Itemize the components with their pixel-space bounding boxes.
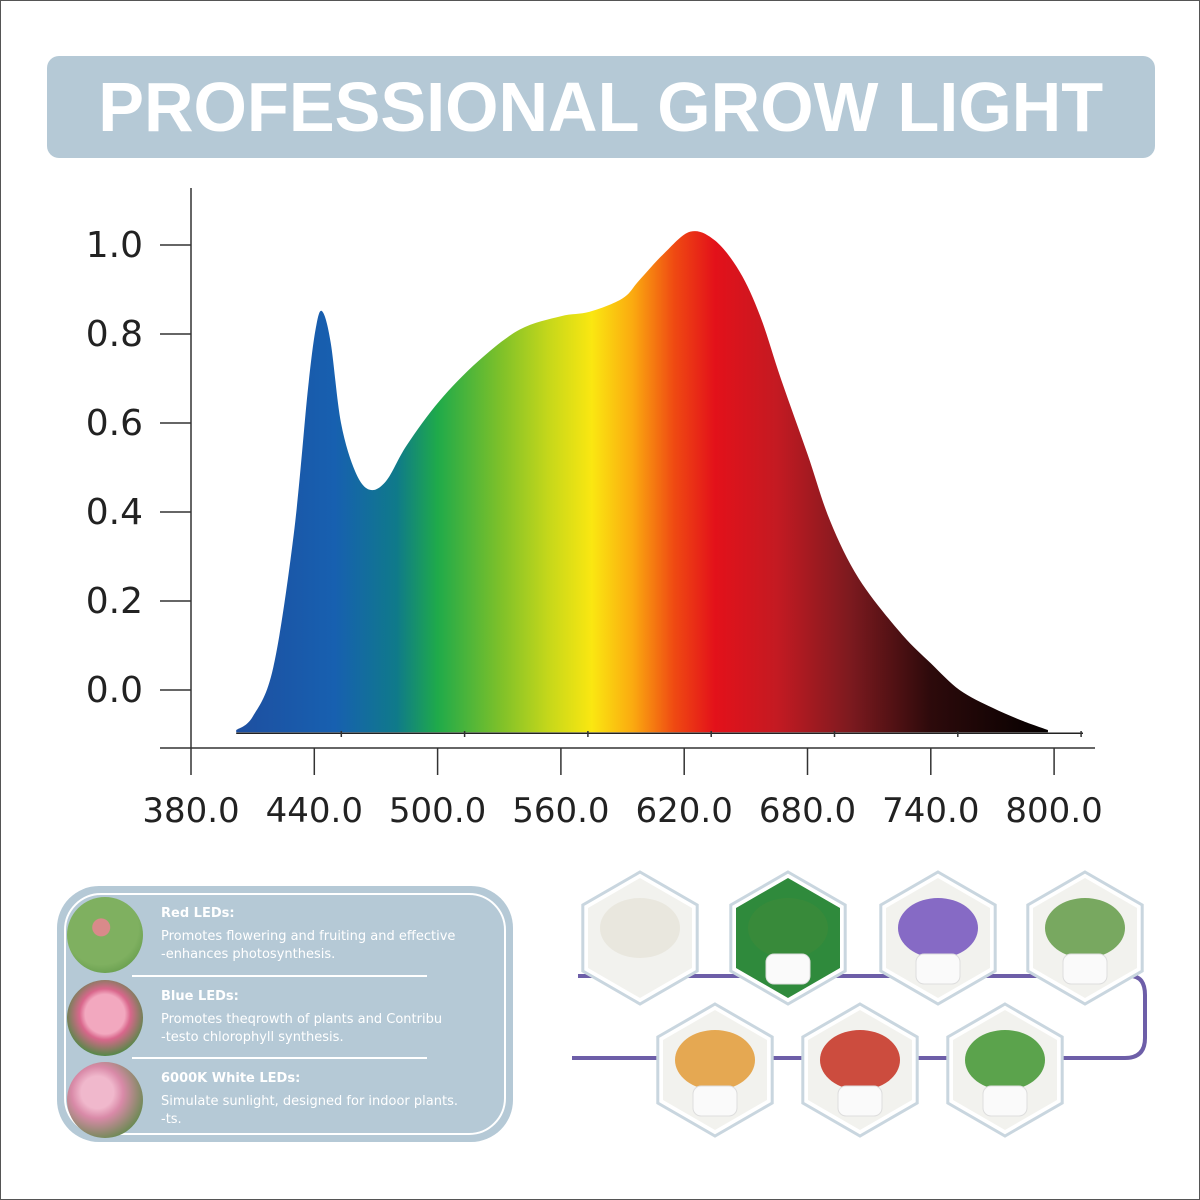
led-description: Promotes theqrowth of plants and Contrib… (161, 1012, 443, 1045)
led-title: 6000K White LEDs: (161, 1071, 301, 1086)
spectrum-area (236, 231, 1048, 733)
x-tick-label: 620.0 (636, 791, 733, 831)
x-tick-label: 380.0 (142, 791, 239, 831)
led-description: Promotes flowering and fruiting and effe… (161, 929, 456, 962)
plant-foliage (1045, 898, 1125, 958)
title-banner: PROFESSIONAL GROW LIGHT (47, 56, 1155, 158)
plant-gallery (572, 870, 1147, 1138)
plant-pot (915, 953, 961, 985)
y-tick-label: 0.2 (86, 581, 143, 622)
page-title: PROFESSIONAL GROW LIGHT (98, 68, 1104, 146)
lotus-flower-photo (67, 980, 143, 1056)
x-tick-label: 560.0 (512, 791, 609, 831)
plant-foliage (898, 898, 978, 958)
plant-pot (837, 1085, 883, 1117)
plant-pot (765, 953, 811, 985)
blue-led-item: Blue LEDs: Promotes theqrowth of plants … (57, 973, 513, 1057)
peony-field-photo (67, 1062, 143, 1138)
plant-foliage (965, 1030, 1045, 1090)
x-tick-label: 800.0 (1005, 791, 1102, 831)
led-title: Red LEDs: (161, 906, 235, 921)
plant-pot (982, 1085, 1028, 1117)
x-tick-label: 440.0 (266, 791, 363, 831)
y-tick-label: 0.4 (86, 492, 143, 533)
plant-foliage (600, 898, 680, 958)
spectrum-chart: 1.0 0.8 0.6 0.4 0.2 0.0 380.0 440.0 500.0 560.0 62… (86, 188, 1103, 831)
x-tick-label: 740.0 (882, 791, 979, 831)
x-tick-label: 680.0 (759, 791, 856, 831)
white-led-item: 6000K White LEDs: Simulate sunlight, des… (57, 1055, 513, 1139)
y-tick-label: 0.0 (86, 670, 143, 711)
y-tick-label: 0.6 (86, 403, 143, 444)
connector-line (572, 974, 1147, 1060)
y-tick-label: 0.8 (86, 314, 143, 355)
red-led-item: Red LEDs: Promotes flowering and fruitin… (57, 890, 513, 974)
plant-pot (692, 1085, 738, 1117)
lotus-bud-photo (67, 897, 143, 973)
plant-foliage (820, 1030, 900, 1090)
plant-foliage (675, 1030, 755, 1090)
led-title: Blue LEDs: (161, 989, 239, 1004)
y-tick-label: 1.0 (86, 225, 143, 266)
led-description: Simulate sunlight, designed for indoor p… (161, 1094, 458, 1127)
panel-background (57, 886, 513, 1142)
plant-pot (1062, 953, 1108, 985)
x-tick-label: 500.0 (389, 791, 486, 831)
plant-foliage (748, 898, 828, 958)
led-info-panel: Red LEDs: Promotes flowering and fruitin… (57, 886, 513, 1142)
